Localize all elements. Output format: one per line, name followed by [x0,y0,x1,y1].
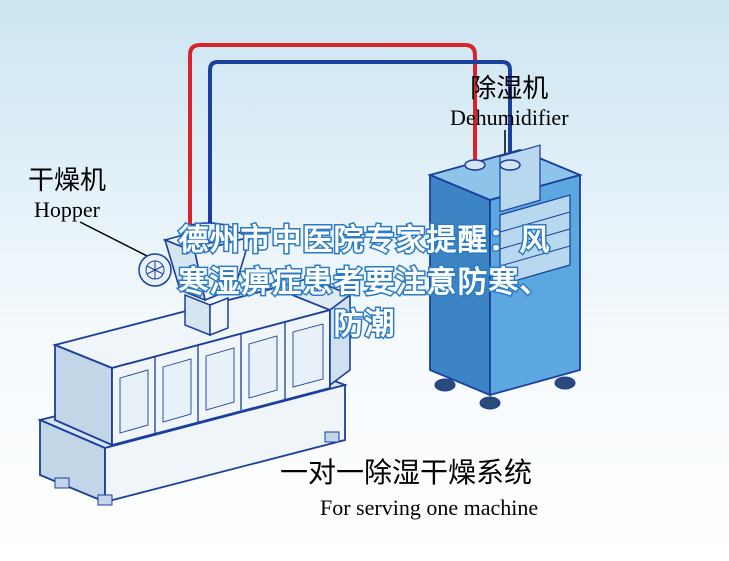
main-title-cn: 一对一除湿干燥系统 [280,451,532,491]
overlay-line1: 德州市中医院专家提醒：风 [179,224,551,257]
label-dehu-cn: 除湿机 [450,68,569,105]
label-dryer-en: Hopper [28,197,106,223]
label-dehumidifier: 除湿机 Dehumidifier [450,68,569,131]
label-dryer-cn: 干燥机 [28,160,106,197]
main-title-en: For serving one machine [320,495,538,521]
label-dehu-en: Dehumidifier [450,105,569,131]
overlay-headline: 德州市中医院专家提醒：风 寒湿痹症患者要注意防寒、 防潮 [179,220,551,346]
label-dryer: 干燥机 Hopper [28,160,106,223]
overlay-line3: 防潮 [179,304,551,346]
overlay-line2: 寒湿痹症患者要注意防寒、 [179,262,551,304]
leader-line-dryer [80,222,155,260]
